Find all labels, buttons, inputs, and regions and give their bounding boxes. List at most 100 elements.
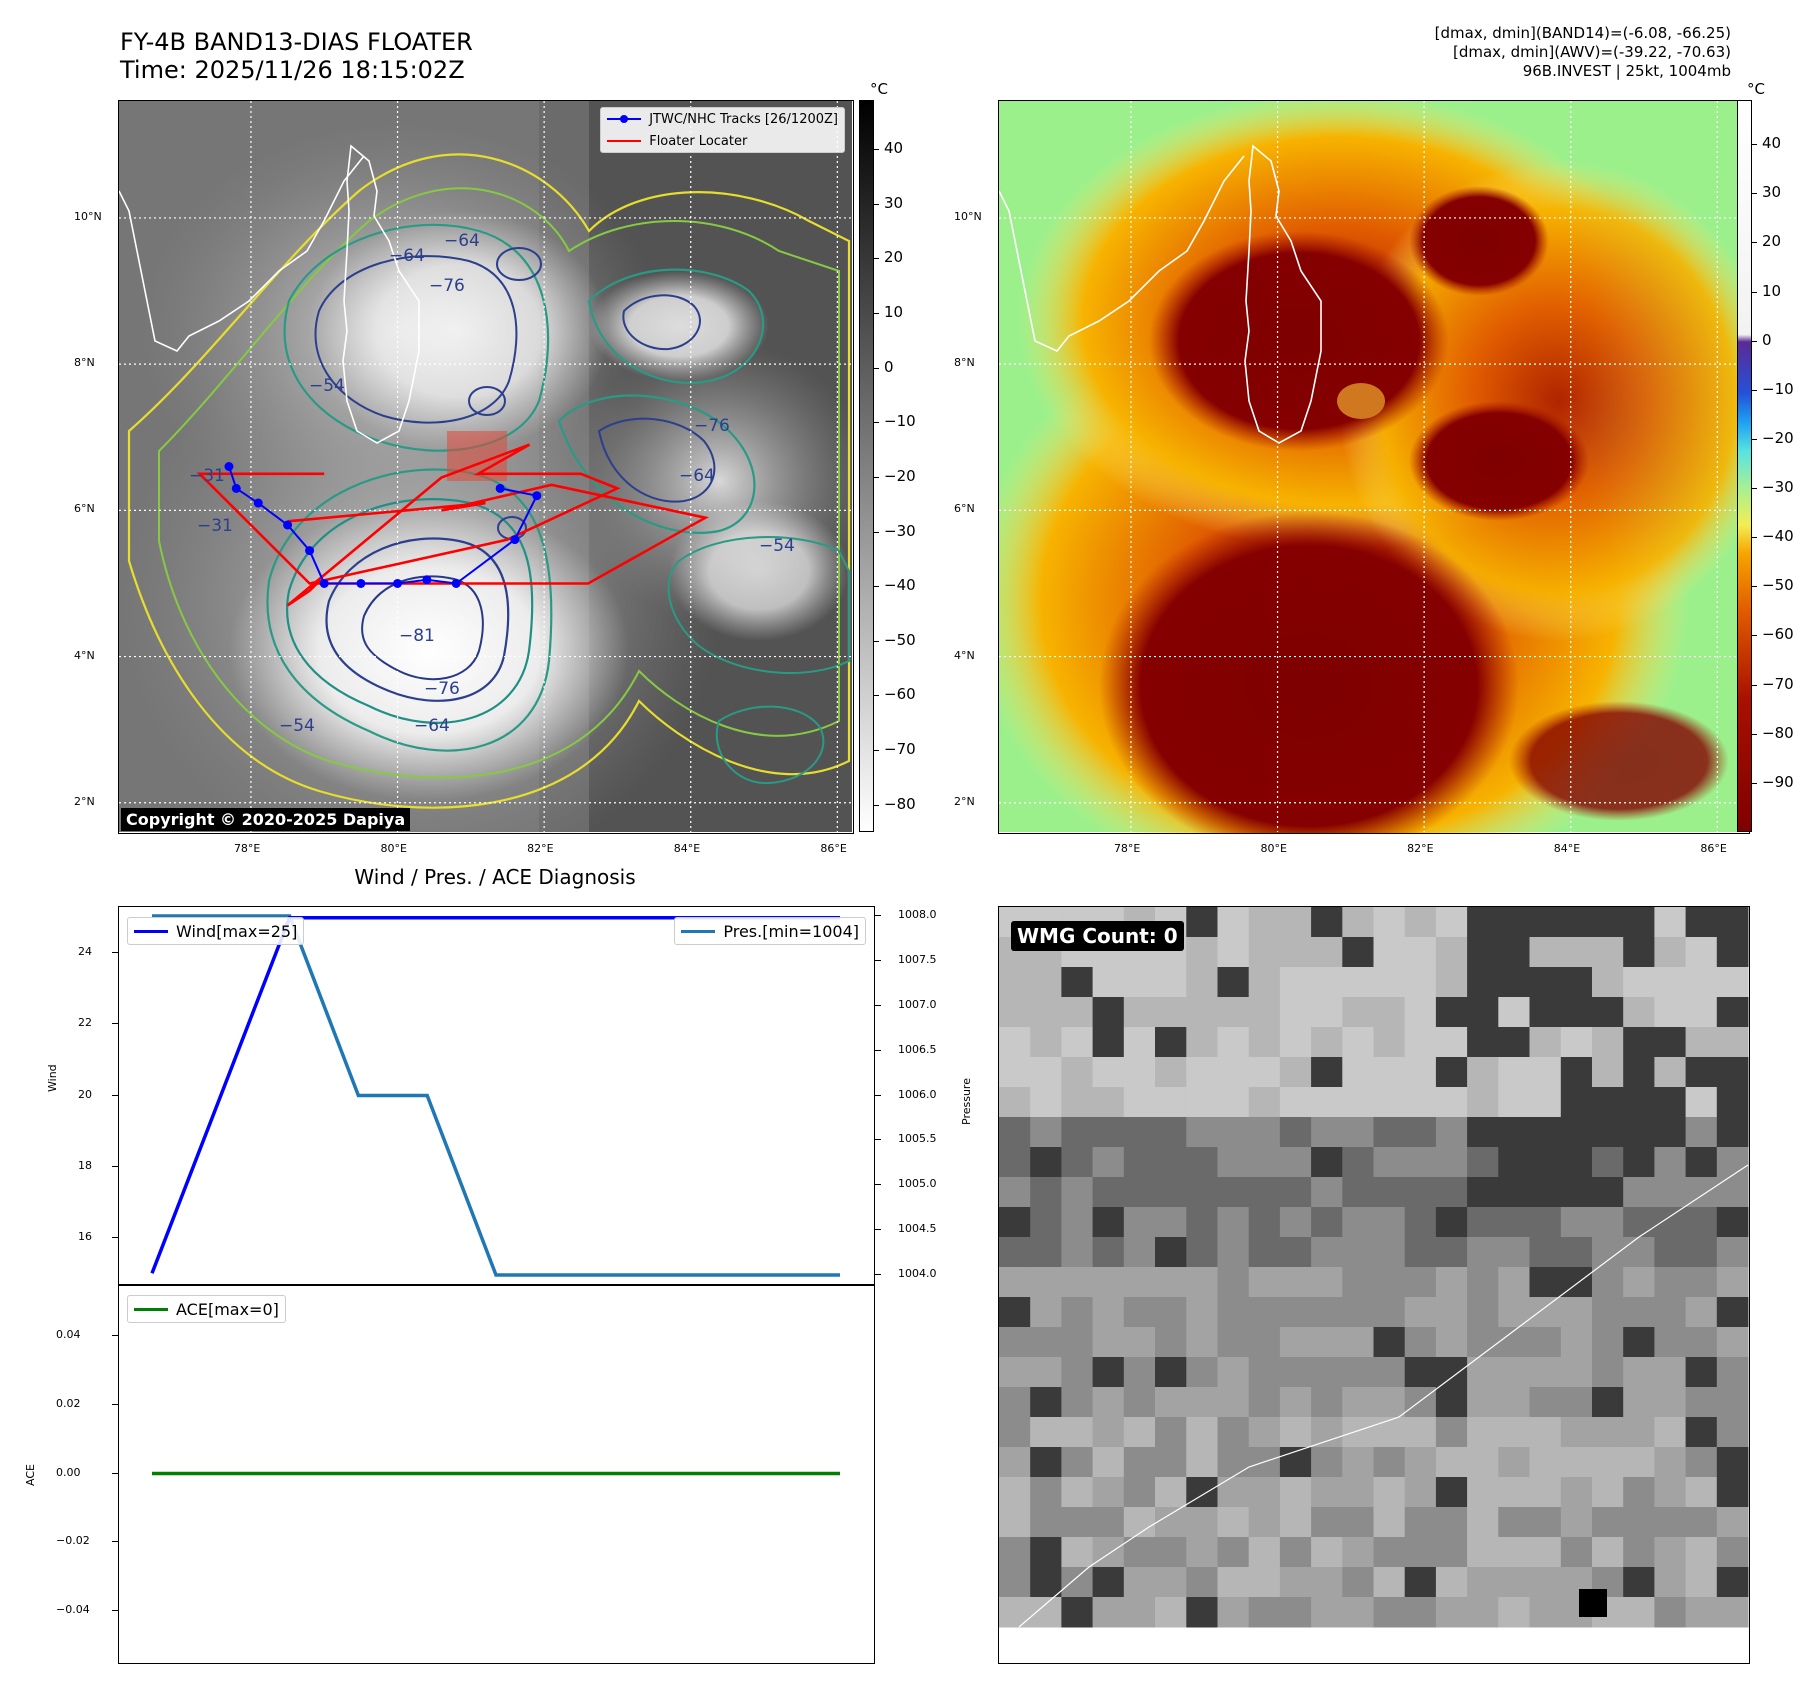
wmg-pixel <box>1342 967 1374 998</box>
ace-tick-mark <box>112 1609 118 1611</box>
wmg-pixel <box>1373 1297 1406 1328</box>
wmg-pixel <box>1435 1297 1468 1328</box>
colorbar-tick-label: −30 <box>884 521 916 540</box>
wmg-pixel <box>999 1027 1031 1058</box>
wmg-pixel <box>1123 1597 1156 1628</box>
wmg-pixel <box>1498 1207 1530 1238</box>
wmg-pixel <box>999 1417 1031 1448</box>
legend-tracks: JTWC/NHC Tracks [26/1200Z] <box>601 108 844 130</box>
wmg-pixel <box>1061 1267 1094 1298</box>
colorbar-tick-label: 20 <box>1762 232 1782 251</box>
contour-label: −64 <box>389 246 425 266</box>
contour-54-east <box>557 394 756 534</box>
wmg-pixel <box>1030 1267 1062 1298</box>
wmg-pixel <box>1498 1387 1530 1418</box>
band14-range-text: [dmax, dmin](BAND14)=(-6.08, -66.25) <box>1434 24 1731 42</box>
wmg-pixel <box>1716 1537 1749 1568</box>
wmg-pixel <box>1498 907 1530 938</box>
wmg-pixel <box>1342 1567 1374 1598</box>
wmg-pixel <box>1404 1177 1437 1208</box>
colorbar-tick-mark <box>1752 488 1757 490</box>
wmg-pixel <box>1435 1177 1468 1208</box>
wmg-pixel <box>1123 1207 1156 1238</box>
wmg-pixel <box>1248 937 1281 968</box>
wmg-pixel <box>1716 907 1749 938</box>
ir-lat-label: 6°N <box>74 502 95 516</box>
diagnosis-title: Wind / Pres. / ACE Diagnosis <box>354 865 636 889</box>
wmg-pixel <box>1186 1267 1218 1298</box>
wmg-pixel <box>1279 1057 1312 1088</box>
colorbar-tick-label: −70 <box>884 740 916 759</box>
wmg-pixel <box>1404 1507 1437 1538</box>
wmg-pixel <box>1685 1207 1718 1238</box>
wmg-pixel <box>1123 1387 1156 1418</box>
wmg-pixel <box>1592 1087 1624 1118</box>
wmg-pixel <box>1155 1447 1187 1478</box>
wmg-pixel <box>1279 937 1312 968</box>
wmg-pixel <box>1529 1267 1562 1298</box>
contour-label: −64 <box>444 231 480 251</box>
wind-tick-mark <box>112 1165 118 1167</box>
contour-64-core <box>286 498 534 724</box>
wmg-pixel <box>1716 1387 1749 1418</box>
wmg-pixel <box>1623 1237 1655 1268</box>
ace-tick-mark <box>112 1541 118 1543</box>
wmg-pixel <box>1467 907 1499 938</box>
wmg-pixel <box>1498 1477 1530 1508</box>
contour-label: −76 <box>429 276 465 296</box>
wmg-pixel <box>1030 1537 1062 1568</box>
wmg-pixel <box>1623 997 1655 1028</box>
wmg-pixel <box>1435 1237 1468 1268</box>
wmg-pixel <box>1155 1297 1187 1328</box>
wmg-pixel <box>1623 907 1655 938</box>
colorbar-tick-label: −60 <box>1762 625 1794 644</box>
wmg-pixel <box>1061 1207 1094 1238</box>
colorbar-tick-label: −40 <box>884 576 916 595</box>
wmg-pixel <box>1092 1177 1125 1208</box>
wmg-pixel <box>1217 1297 1250 1328</box>
pressure-tick-mark <box>875 1274 881 1276</box>
wmg-pixel <box>1186 1117 1218 1148</box>
wmg-pixel <box>1373 1477 1406 1508</box>
wmg-pixel <box>1186 1177 1218 1208</box>
wmg-pixel <box>1373 1447 1406 1478</box>
wmg-pixel <box>1123 1177 1156 1208</box>
wmg-pixel <box>1061 1087 1094 1118</box>
wmg-pixel <box>1560 907 1593 938</box>
colorbar-tick-label: 30 <box>884 193 904 212</box>
wmg-pixel <box>1654 1447 1687 1478</box>
wmg-pixel <box>1311 1087 1343 1118</box>
wmg-pixel <box>1467 1207 1499 1238</box>
colorbar-tick-mark <box>1752 782 1757 784</box>
wmg-pixel <box>1467 1357 1499 1388</box>
wmg-pixel <box>1186 1357 1218 1388</box>
wmg-pixel <box>1155 1027 1187 1058</box>
wmg-pixel <box>1342 1597 1374 1628</box>
colorbar-tick-mark <box>874 258 879 260</box>
wmg-pixel <box>1311 1207 1343 1238</box>
colorbar-tick-mark <box>1752 537 1757 539</box>
wmg-pixel <box>1623 1117 1655 1148</box>
wmg-pixel <box>1592 1177 1624 1208</box>
wmg-pixel <box>1529 1597 1562 1628</box>
wmg-pixel <box>999 1057 1031 1088</box>
awv-lat-label: 8°N <box>954 356 975 370</box>
wind-legend-line <box>134 929 168 933</box>
wmg-pixel <box>1155 1327 1187 1358</box>
wmg-pixel <box>1092 1237 1125 1268</box>
wmg-pixel <box>1217 1567 1250 1598</box>
contour-54-se <box>667 536 850 674</box>
wmg-pixel <box>1373 997 1406 1028</box>
ir-contour-labels: −81−76−76−64−64−54−54−64−31−76−64−54−31 <box>189 231 795 736</box>
wmg-pixel <box>1123 1417 1156 1448</box>
wmg-pixel <box>1435 937 1468 968</box>
wmg-pixel <box>1342 1447 1374 1478</box>
wmg-pixel <box>1311 1237 1343 1268</box>
wmg-pixel <box>999 1507 1031 1538</box>
ir-lon-label: 80°E <box>380 842 407 855</box>
contour-label: −64 <box>679 466 715 486</box>
wmg-pixel <box>1217 1207 1250 1238</box>
colorbar-tick-label: −50 <box>1762 576 1794 595</box>
wmg-pixel <box>1092 1027 1125 1058</box>
jtwc-track-point <box>253 498 263 508</box>
